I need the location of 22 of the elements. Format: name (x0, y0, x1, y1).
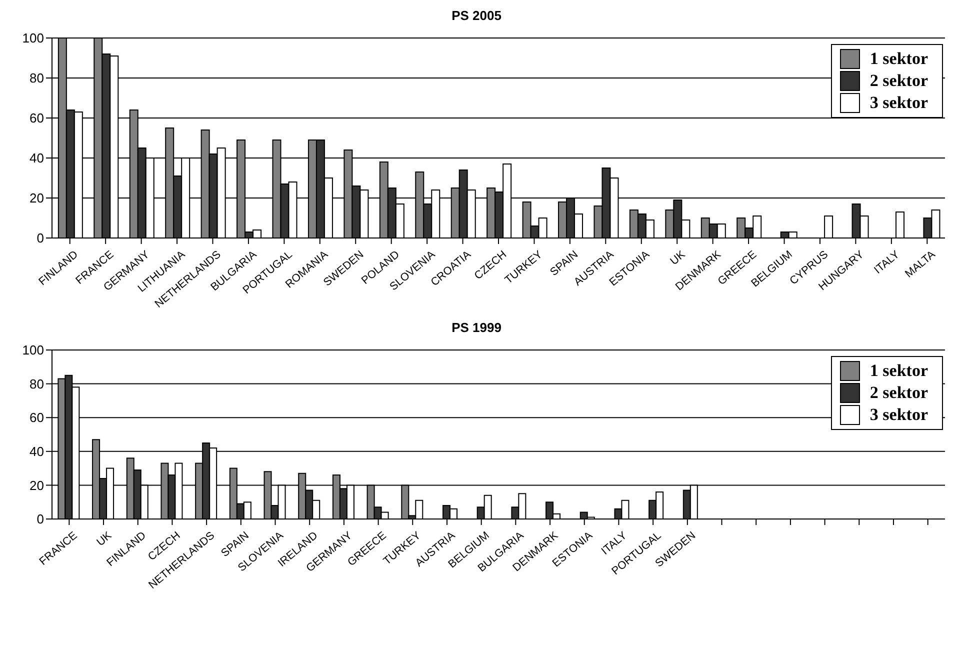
y-tick-label: 100 (22, 30, 44, 46)
y-tick-label: 60 (30, 410, 44, 426)
y-tick-label: 80 (30, 376, 44, 392)
y-tick-label: 100 (22, 342, 44, 358)
legend-label: 2 sektor (870, 383, 928, 403)
y-tick-label: 40 (30, 150, 44, 166)
legend-label: 3 sektor (870, 93, 928, 113)
legend-label: 3 sektor (870, 405, 928, 425)
chart-title: PS 1999 (450, 320, 502, 337)
legend-label: 1 sektor (870, 49, 928, 69)
y-tick-label: 0 (36, 230, 44, 246)
bar (895, 212, 904, 238)
y-tick-label: 0 (36, 512, 44, 527)
bar (824, 216, 834, 238)
chart-title: PS 2005 (450, 8, 502, 25)
y-tick-label: 80 (30, 70, 44, 86)
y-tick-label: 20 (30, 190, 44, 206)
y-tick-label: 60 (30, 110, 44, 126)
y-tick-label: 40 (30, 444, 44, 460)
legend-label: 1 sektor (870, 361, 928, 381)
legend-label: 2 sektor (870, 71, 928, 91)
y-tick-label: 20 (30, 478, 44, 493)
